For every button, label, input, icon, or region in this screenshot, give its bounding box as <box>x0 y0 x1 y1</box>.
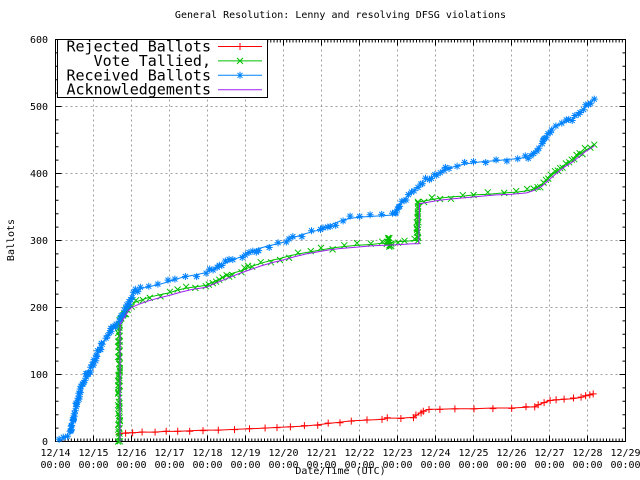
svg-text:12/14: 12/14 <box>40 448 70 459</box>
svg-text:300: 300 <box>30 236 48 247</box>
svg-text:12/20: 12/20 <box>268 448 298 459</box>
svg-text:12/21: 12/21 <box>306 448 336 459</box>
legend-item-1: Rejected Ballots <box>67 38 262 56</box>
svg-text:0: 0 <box>42 437 48 448</box>
svg-text:00:00: 00:00 <box>116 460 146 471</box>
legend-box <box>57 39 268 98</box>
svg-text:12/26: 12/26 <box>496 448 526 459</box>
svg-text:12/17: 12/17 <box>154 448 184 459</box>
svg-text:Acknowledgements: Acknowledgements <box>67 81 212 99</box>
svg-text:12/18: 12/18 <box>192 448 222 459</box>
svg-text:00:00: 00:00 <box>382 460 412 471</box>
svg-text:00:00: 00:00 <box>496 460 526 471</box>
svg-text:12/27: 12/27 <box>534 448 564 459</box>
svg-text:00:00: 00:00 <box>40 460 70 471</box>
legend-item-2: Vote Tallied, <box>94 52 262 70</box>
svg-text:100: 100 <box>30 370 48 381</box>
series-vote-tallied <box>114 141 598 445</box>
svg-text:00:00: 00:00 <box>572 460 602 471</box>
svg-text:400: 400 <box>30 169 48 180</box>
svg-text:12/25: 12/25 <box>458 448 488 459</box>
svg-text:Received Ballots: Received Ballots <box>67 66 212 84</box>
svg-text:00:00: 00:00 <box>534 460 564 471</box>
svg-text:12/23: 12/23 <box>382 448 412 459</box>
svg-text:00:00: 00:00 <box>458 460 488 471</box>
svg-text:00:00: 00:00 <box>230 460 260 471</box>
plot-border <box>55 39 626 442</box>
grid <box>55 39 626 442</box>
svg-text:200: 200 <box>30 303 48 314</box>
svg-text:12/28: 12/28 <box>572 448 602 459</box>
y-axis-label: Ballots <box>6 219 17 261</box>
svg-text:00:00: 00:00 <box>268 460 298 471</box>
series-acknowledgements <box>119 145 595 442</box>
x-tick-labels: 12/1400:0012/1500:0012/1600:0012/1700:00… <box>40 448 640 471</box>
svg-text:Vote Tallied,: Vote Tallied, <box>94 52 211 70</box>
svg-text:12/16: 12/16 <box>116 448 146 459</box>
legend-item-4: Acknowledgements <box>67 81 262 99</box>
svg-text:00:00: 00:00 <box>306 460 336 471</box>
svg-text:12/24: 12/24 <box>420 448 450 459</box>
svg-text:600: 600 <box>30 35 48 46</box>
svg-text:00:00: 00:00 <box>154 460 184 471</box>
series-rejected-ballots <box>115 390 597 438</box>
svg-text:Rejected Ballots: Rejected Ballots <box>67 38 212 56</box>
svg-text:12/15: 12/15 <box>78 448 108 459</box>
svg-text:00:00: 00:00 <box>420 460 450 471</box>
svg-text:00:00: 00:00 <box>610 460 640 471</box>
x-axis-label: Date/Time (UTC) <box>295 466 386 477</box>
svg-text:12/19: 12/19 <box>230 448 260 459</box>
series-received-ballots <box>55 95 598 443</box>
svg-text:00:00: 00:00 <box>78 460 108 471</box>
svg-text:500: 500 <box>30 102 48 113</box>
y-tick-labels: 0 100 200 300 400 500 600 <box>30 35 48 448</box>
svg-text:00:00: 00:00 <box>192 460 222 471</box>
chart-title: General Resolution: Lenny and resolving … <box>174 10 507 21</box>
svg-text:12/29: 12/29 <box>610 448 640 459</box>
svg-text:00:00: 00:00 <box>344 460 374 471</box>
axes: Ballots <box>6 39 626 442</box>
legend-item-3: Received Ballots <box>67 66 262 84</box>
svg-text:12/22: 12/22 <box>344 448 374 459</box>
